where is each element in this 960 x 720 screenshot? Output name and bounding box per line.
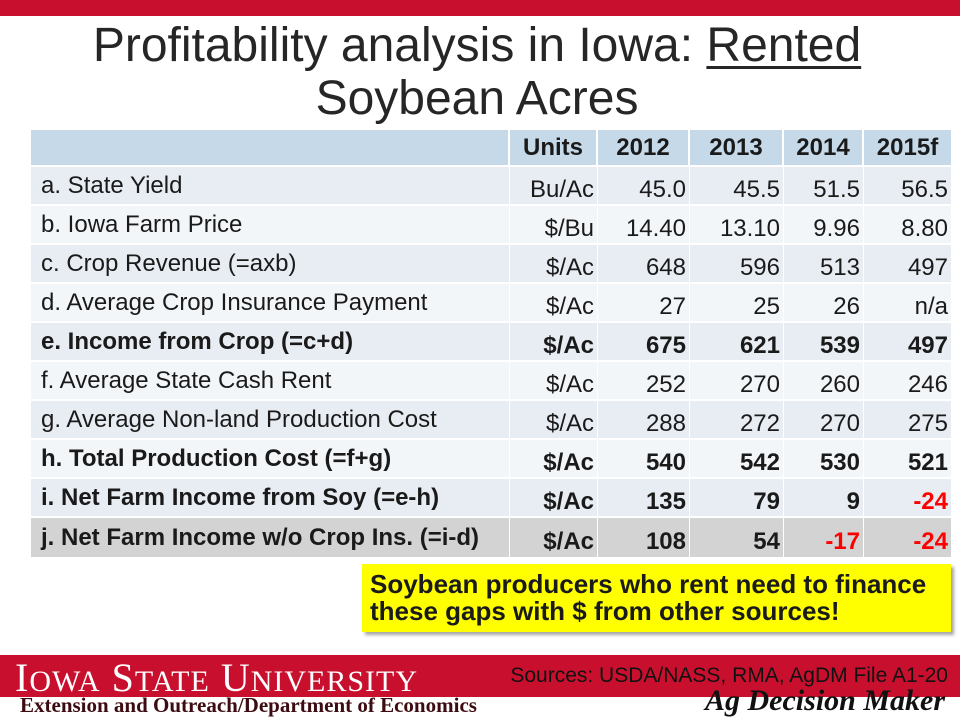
table-row: f. Average State Cash Rent $/Ac 252 270 260 2… — [31, 362, 951, 401]
row-value-2013: 270 — [690, 362, 784, 399]
row-value-2014: 539 — [784, 323, 864, 360]
row-units: $/Ac — [510, 401, 598, 438]
table-row: a. State Yield Bu/Ac 45.0 45.5 51.5 56.5 — [31, 167, 951, 206]
university-wordmark: IOWA STATE UNIVERSITY — [15, 655, 419, 700]
row-label: i. Net Farm Income from Soy (=e-h) — [31, 479, 510, 516]
row-value-2015f: 521 — [907, 448, 948, 476]
row-label: j. Net Farm Income w/o Crop Ins. (=i-d) — [31, 518, 510, 557]
wordmark-letter: TATE — [134, 665, 210, 698]
table-row: i. Net Farm Income from Soy (=e-h) $/Ac 13… — [31, 479, 951, 518]
row-value-2015f: -24 — [913, 487, 948, 515]
program-logo: Ag Decision Maker — [705, 684, 945, 717]
row-value-2014: 51.5 — [784, 167, 864, 204]
column-header-label — [31, 130, 510, 165]
row-units: $/Ac — [510, 518, 598, 557]
row-value-2015f: 275 — [907, 409, 948, 437]
row-value-2014: 530 — [784, 440, 864, 477]
table-header-row: Units 2012 2013 2014 2015f — [31, 130, 951, 167]
callout-box: Soybean producers who rent need to finan… — [362, 564, 951, 632]
table-row: d. Average Crop Insurance Payment $/Ac 27 2… — [31, 284, 951, 323]
row-value-2014: 513 — [784, 245, 864, 282]
slide-title: Profitability analysis in Iowa: Rented So… — [0, 19, 954, 125]
row-value-2013: 25 — [690, 284, 784, 321]
row-units: $/Ac — [510, 479, 598, 516]
department-label: Extension and Outreach/Department of Eco… — [20, 693, 477, 717]
row-value-2012: 648 — [598, 245, 690, 282]
row-label: g. Average Non-land Production Cost — [31, 401, 510, 438]
row-value-2012: 675 — [598, 323, 690, 360]
row-label: f. Average State Cash Rent — [31, 362, 510, 399]
wordmark-letter: NIVERSITY — [250, 665, 419, 698]
column-header-2014: 2014 — [784, 130, 864, 165]
row-value-2013: 272 — [690, 401, 784, 438]
table-row: h. Total Production Cost (=f+g) $/Ac 540 54… — [31, 440, 951, 479]
row-value-2015f: 56.5 — [901, 175, 948, 203]
row-value-2014: 270 — [784, 401, 864, 438]
row-label: a. State Yield — [31, 167, 510, 204]
row-units: Bu/Ac — [510, 167, 598, 204]
row-value-2012: 108 — [598, 518, 690, 557]
row-value-2013: 596 — [690, 245, 784, 282]
table-body: a. State Yield Bu/Ac 45.0 45.5 51.5 56.5 b. Io… — [31, 167, 951, 557]
wordmark-letter: U — [220, 655, 251, 700]
footer-band — [0, 655, 960, 697]
title-underlined-word: Rented — [706, 19, 862, 72]
row-value-2015f: 497 — [907, 253, 948, 281]
row-value-2012: 27 — [598, 284, 690, 321]
row-units: $/Ac — [510, 362, 598, 399]
row-value-2015f: 246 — [907, 370, 948, 398]
row-label: b. Iowa Farm Price — [31, 206, 510, 243]
top-accent-bar — [0, 0, 960, 16]
callout-line: these gaps with $ from other sources! — [370, 596, 840, 626]
row-label: h. Total Production Cost (=f+g) — [31, 440, 510, 477]
sources-note: Sources: USDA/NASS, RMA, AgDM File A1-20 — [510, 664, 948, 687]
row-value-2012: 252 — [598, 362, 690, 399]
row-value-2013: 79 — [690, 479, 784, 516]
row-value-2013: 54 — [690, 518, 784, 557]
column-header-2012: 2012 — [598, 130, 690, 165]
wordmark-letter: OWA — [29, 665, 101, 698]
row-value-2013: 45.5 — [690, 167, 784, 204]
row-value-2013: 621 — [690, 323, 784, 360]
profitability-table: Units 2012 2013 2014 2015f a. State Yiel… — [31, 130, 951, 557]
column-header-2013: 2013 — [690, 130, 784, 165]
wordmark-letter: S — [111, 655, 135, 700]
row-value-2012: 14.40 — [598, 206, 690, 243]
row-value-2012: 540 — [598, 440, 690, 477]
row-value-2015f: -24 — [913, 527, 948, 555]
row-value-2015f: n/a — [914, 292, 948, 320]
row-units: $/Ac — [510, 440, 598, 477]
column-header-units: Units — [510, 130, 598, 165]
title-text: Profitability analysis in Iowa: — [92, 19, 707, 72]
row-value-2014: -17 — [784, 518, 864, 557]
row-label: d. Average Crop Insurance Payment — [31, 284, 510, 321]
row-units: $/Ac — [510, 284, 598, 321]
row-value-2015f: 8.80 — [901, 214, 948, 242]
table-row: e. Income from Crop (=c+d) $/Ac 675 621 539 4… — [31, 323, 951, 362]
callout-line: Soybean producers who rent need to finan… — [370, 569, 927, 599]
row-units: $/Ac — [510, 323, 598, 360]
row-label: c. Crop Revenue (=axb) — [31, 245, 510, 282]
row-value-2013: 542 — [690, 440, 784, 477]
row-value-2013: 13.10 — [690, 206, 784, 243]
table-row: j. Net Farm Income w/o Crop Ins. (=i-d) $… — [31, 518, 951, 557]
table-row: c. Crop Revenue (=axb) $/Ac 648 596 513 497 — [31, 245, 951, 284]
table-row: b. Iowa Farm Price $/Bu 14.40 13.10 9.96 8.80 — [31, 206, 951, 245]
table-row: g. Average Non-land Production Cost $/Ac 2… — [31, 401, 951, 440]
row-value-2012: 288 — [598, 401, 690, 438]
row-units: $/Ac — [510, 245, 598, 282]
wordmark-letter: I — [15, 655, 30, 700]
title-text-line2: Soybean Acres — [315, 72, 639, 125]
row-value-2014: 260 — [784, 362, 864, 399]
row-value-2015f: 497 — [907, 331, 948, 359]
row-value-2012: 45.0 — [598, 167, 690, 204]
column-header-2015f: 2015f — [876, 133, 939, 161]
row-value-2014: 9.96 — [784, 206, 864, 243]
row-value-2012: 135 — [598, 479, 690, 516]
row-units: $/Bu — [510, 206, 598, 243]
row-value-2014: 9 — [784, 479, 864, 516]
row-label: e. Income from Crop (=c+d) — [31, 323, 510, 360]
row-value-2014: 26 — [784, 284, 864, 321]
